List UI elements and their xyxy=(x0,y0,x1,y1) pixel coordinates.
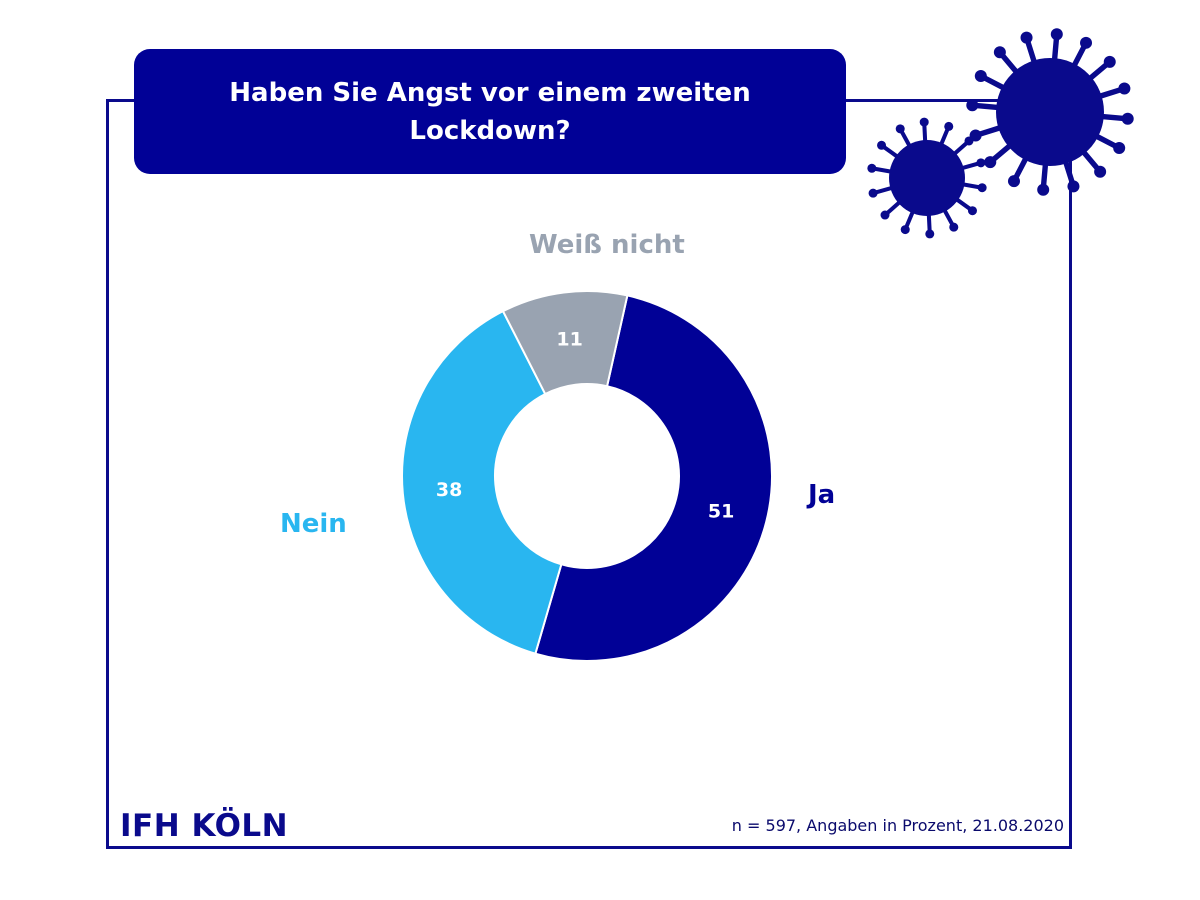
source-note: n = 597, Angaben in Prozent, 21.08.2020 xyxy=(731,816,1064,835)
slice-nein xyxy=(401,309,563,655)
brand-logo: IFH KÖLN xyxy=(120,808,289,844)
virus-icon-small xyxy=(867,117,987,239)
value-label-weiss-nicht: 11 xyxy=(556,329,582,351)
slice-weiss-nicht xyxy=(501,290,629,396)
slice-ja xyxy=(534,294,773,662)
chart-title: Haben Sie Angst vor einem zweiten Lockdo… xyxy=(229,77,751,146)
value-label-ja: 51 xyxy=(708,500,734,522)
category-label-ja: Ja xyxy=(808,480,836,510)
value-label-nein: 38 xyxy=(436,479,462,501)
category-label-nein: Nein xyxy=(280,509,347,539)
virus-icon-large xyxy=(966,28,1134,196)
category-label-weiss-nicht: Weiß nicht xyxy=(529,230,685,260)
title-banner: Haben Sie Angst vor einem zweiten Lockdo… xyxy=(134,49,846,174)
